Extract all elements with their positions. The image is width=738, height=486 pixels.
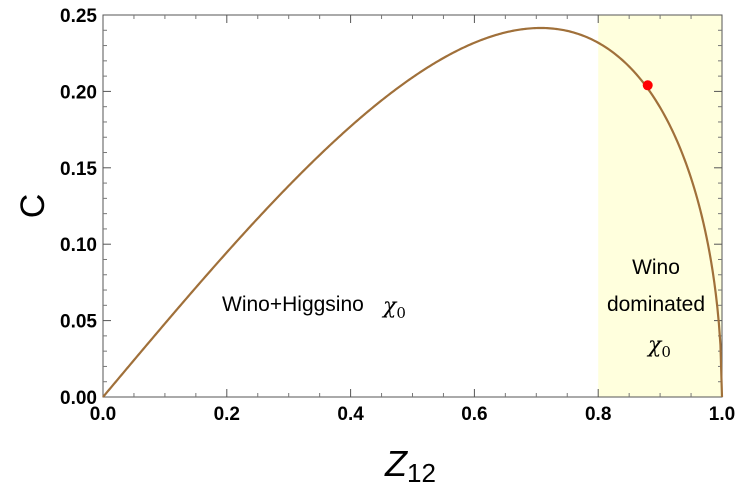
annotation-wino: Wino — [632, 256, 680, 279]
annotation-wino-higgsino: Wino+Higgsino — [222, 293, 364, 316]
x-tick-label: 0.4 — [337, 404, 364, 425]
y-tick-label: 0.10 — [60, 235, 97, 256]
annotation-chi-symbol-2: χ0 — [646, 333, 671, 361]
x-tick-label: 0.6 — [461, 404, 487, 425]
x-tick-label: 0.0 — [90, 404, 116, 425]
annotation-chi-symbol: χ0 — [381, 294, 406, 322]
series-line — [102, 26, 724, 398]
x-axis-label: Z12 — [384, 443, 436, 486]
annotation-dominated: dominated — [607, 293, 705, 316]
tick-labels: 0.0 0.2 0.4 0.6 0.8 1.0 0.00 0.05 0.10 0.15 0.20 0.… — [60, 6, 735, 425]
x-tick-label: 1.0 — [709, 404, 735, 425]
highlight-point — [642, 80, 653, 91]
y-axis-label: C — [14, 194, 52, 219]
axis-ticks — [102, 14, 723, 398]
y-tick-label: 0.20 — [60, 82, 97, 103]
y-tick-label: 0.05 — [60, 312, 97, 333]
wino-dominated-region — [598, 15, 722, 397]
y-tick-label: 0.15 — [60, 159, 97, 180]
y-tick-label: 0.00 — [60, 388, 97, 409]
x-tick-label: 0.8 — [585, 404, 611, 425]
x-tick-label: 0.2 — [214, 404, 240, 425]
y-tick-label: 0.25 — [60, 6, 97, 27]
